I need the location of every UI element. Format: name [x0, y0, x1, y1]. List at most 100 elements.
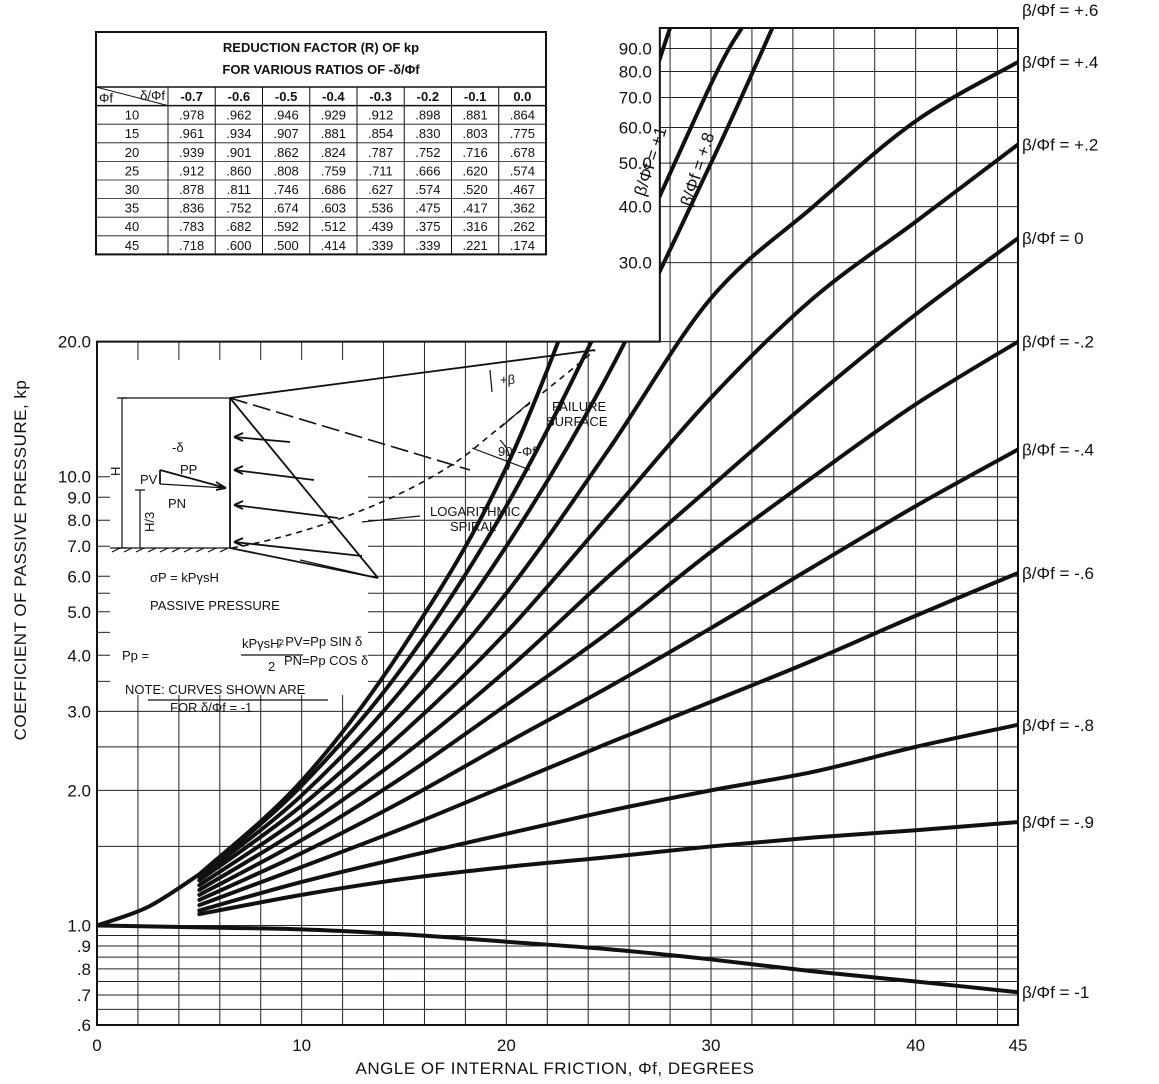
table-corner-phi: Φf — [99, 91, 113, 106]
table-cell: .627 — [368, 182, 393, 197]
pv-label: PV — [140, 472, 158, 487]
table-cell: .414 — [321, 238, 346, 253]
table-cell: .862 — [273, 145, 298, 160]
pressure-arrow-2 — [233, 465, 315, 481]
table-cell: .901 — [226, 145, 251, 160]
y-tick-label: .7 — [77, 986, 91, 1005]
y-tick-label: 2.0 — [67, 781, 91, 800]
table-col-header: -0.4 — [322, 89, 345, 104]
table-cell: .718 — [179, 238, 204, 253]
y-tick-label: 9.0 — [67, 488, 91, 507]
table-cell: .678 — [510, 145, 535, 160]
series-line — [97, 872, 202, 928]
y-tick-label: .9 — [77, 937, 91, 956]
h3-label: H/3 — [142, 512, 157, 532]
table-cell: .836 — [179, 201, 204, 216]
table-cell: .978 — [179, 108, 204, 123]
x-axis-title: ANGLE OF INTERNAL FRICTION, Φf, DEGREES — [356, 1059, 755, 1078]
failure-plane — [229, 397, 471, 471]
table-cell: .912 — [179, 163, 204, 178]
y-tick-label: 30.0 — [619, 254, 652, 273]
sigma-formula: σP = kPγsH — [150, 570, 219, 585]
series-line — [197, 339, 1018, 897]
failure-surface-label-2: SURFACE — [546, 414, 608, 429]
y-tick-label: 90.0 — [619, 40, 652, 59]
y-tick-label: .8 — [77, 960, 91, 979]
pv-formula: ; PV=Pp SIN δ — [278, 634, 362, 649]
tick-layer: 0 10 20 30 40 45 .6 .7 .8 .9 1.0 2.0 3.0 4.0 5.0 6.0 7.0… — [58, 40, 1028, 1055]
table-title-2: FOR VARIOUS RATIOS OF -δ/Φf — [222, 62, 420, 77]
x-tick-label: 30 — [702, 1036, 721, 1055]
table-row-phi: 35 — [125, 201, 139, 216]
table-cell: .686 — [321, 182, 346, 197]
x-tick-label: 10 — [292, 1036, 311, 1055]
table-cell: .881 — [462, 108, 487, 123]
table-cell: .512 — [321, 219, 346, 234]
log-spiral-label-1: LOGARITHMIC — [430, 504, 520, 519]
y-tick-label: 4.0 — [67, 646, 91, 665]
log-spiral-label-2: SPIRAL — [450, 519, 496, 534]
table-row-phi: 45 — [125, 238, 139, 253]
table-cell: .912 — [368, 108, 393, 123]
table-cell: .221 — [462, 238, 487, 253]
series-line — [197, 59, 1018, 883]
pressure-arrow-1 — [233, 432, 291, 443]
table-col-header: -0.6 — [228, 89, 250, 104]
label-layer: β/Φf = +1 β/Φf = +.8β/Φf = +.6β/Φf = +.4β… — [630, 1, 1098, 1002]
table-cell: .375 — [415, 219, 440, 234]
table-cell: .752 — [226, 201, 251, 216]
table-cell: .946 — [273, 108, 298, 123]
table-cell: .439 — [368, 219, 393, 234]
series-label: β/Φf = +.6 — [1022, 1, 1098, 20]
series-label: β/Φf = 0 — [1022, 229, 1084, 248]
table-row-phi: 10 — [125, 108, 139, 123]
y-tick-label: 1.0 — [67, 916, 91, 935]
table-cell: .759 — [321, 163, 346, 178]
table-cell: .600 — [226, 238, 251, 253]
table-row-phi: 20 — [125, 145, 139, 160]
table-cell: .574 — [510, 163, 535, 178]
table-cell: .339 — [368, 238, 393, 253]
table-cell: .467 — [510, 182, 535, 197]
pp-formula-lhs: Pp = — [122, 648, 149, 663]
frame-layer — [96, 27, 1019, 1026]
x-tick-label: 0 — [92, 1036, 101, 1055]
table-col-header: -0.1 — [464, 89, 486, 104]
table-cell: .500 — [273, 238, 298, 253]
series-label: β/Φf = +.2 — [1022, 136, 1098, 155]
h-label: H — [108, 467, 123, 476]
dimension-lines — [117, 397, 145, 549]
table-cell: .929 — [321, 108, 346, 123]
beta-arc — [489, 369, 493, 393]
table-cell: .803 — [462, 126, 487, 141]
y-tick-label: 7.0 — [67, 537, 91, 556]
table-row-phi: 15 — [125, 126, 139, 141]
y-tick-label: 5.0 — [67, 603, 91, 622]
table-cell: .603 — [321, 201, 346, 216]
passive-pressure-title: PASSIVE PRESSURE — [150, 598, 280, 613]
table-cell: .682 — [226, 219, 251, 234]
pp-formula-numerator: kPγsH² — [242, 636, 285, 651]
y-tick-label: .6 — [77, 1016, 91, 1035]
table-title-1: REDUCTION FACTOR (R) OF kp — [223, 40, 419, 55]
table-cell: .898 — [415, 108, 440, 123]
note-line-1: NOTE: CURVES SHOWN ARE — [125, 682, 306, 697]
table-col-header: -0.7 — [180, 89, 202, 104]
table-cell: .962 — [226, 108, 251, 123]
series-label: β/Φf = -.9 — [1022, 813, 1094, 832]
y-tick-label: 70.0 — [619, 89, 652, 108]
table-cell: .174 — [510, 238, 535, 253]
table-cell: .746 — [273, 182, 298, 197]
table-cell: .783 — [179, 219, 204, 234]
table-cell: .775 — [510, 126, 535, 141]
table-cell: .961 — [179, 126, 204, 141]
angle-arc — [471, 439, 531, 471]
pn-label: PN — [168, 496, 186, 511]
pp-formula-denominator: 2 — [268, 659, 275, 674]
y-tick-label: 80.0 — [619, 62, 652, 81]
table-cell: .860 — [226, 163, 251, 178]
series-line — [197, 28, 775, 880]
table-cell: .787 — [368, 145, 393, 160]
grid-layer — [96, 28, 1018, 1026]
table-cell: .830 — [415, 126, 440, 141]
